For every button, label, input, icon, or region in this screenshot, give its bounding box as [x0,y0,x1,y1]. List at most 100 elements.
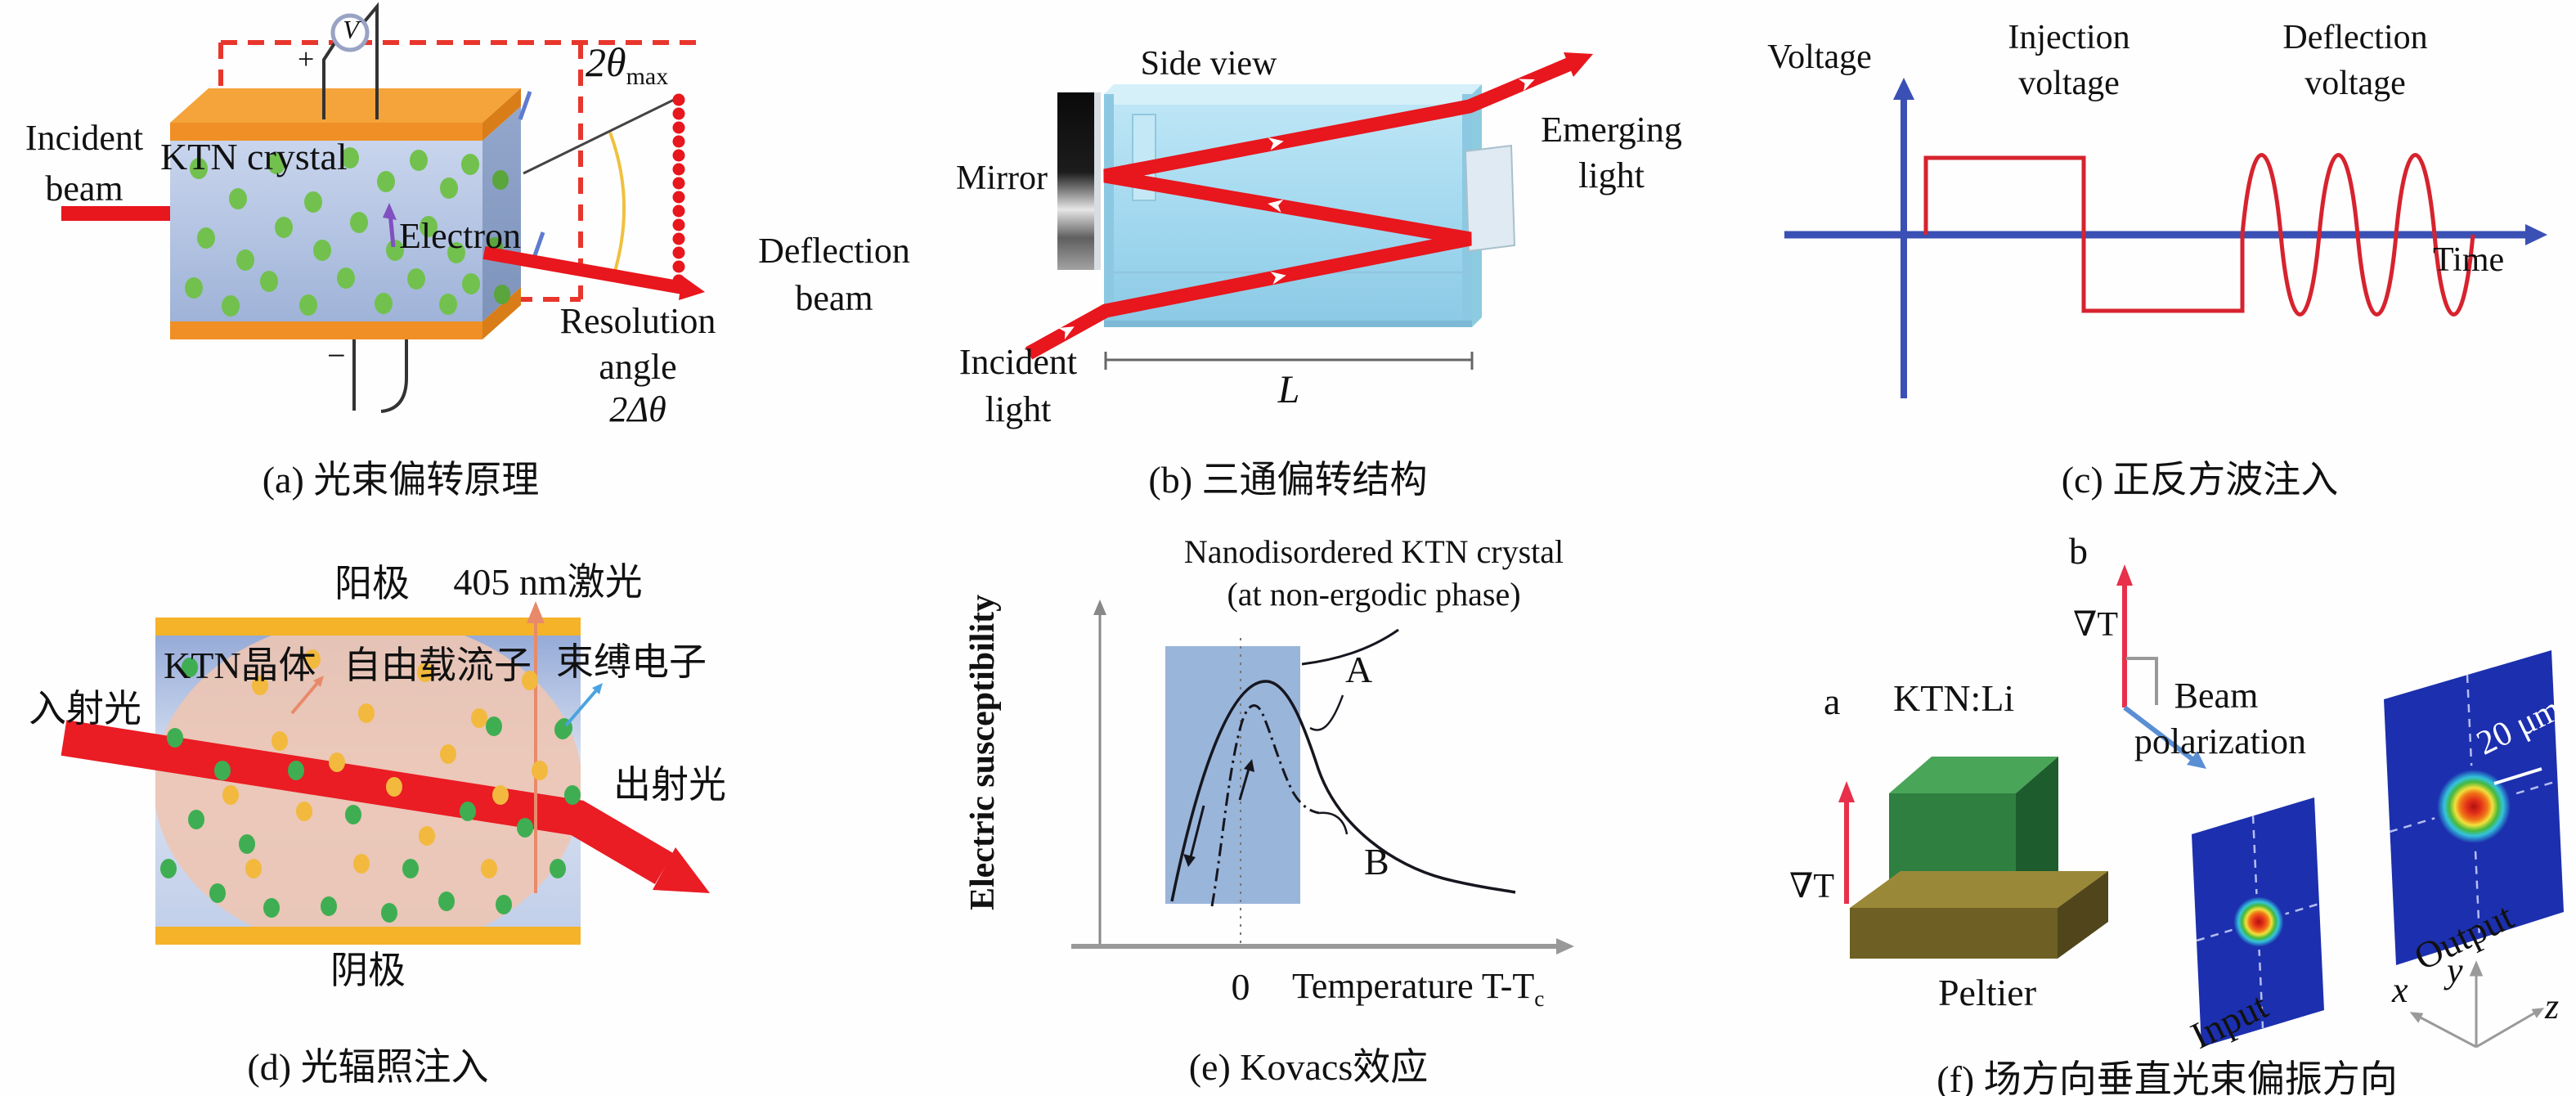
susceptibility-axis-label: Electric susceptibility [964,594,1002,911]
curve-a-solid [1170,680,1516,902]
ground-wires [352,339,408,413]
panel-a: Incident beam KTN crystal Electron V + −… [0,0,910,523]
resolution-angle-label-1: Resolution [559,301,716,341]
caption-d: (d) 光辐照注入 [247,1046,489,1088]
ktn-crystal-box [170,88,521,339]
label-b-connector [1318,811,1349,835]
grad-t-b-label: ∇T [2073,606,2118,644]
label-a-connector [1309,694,1344,731]
y-axis-label: y [2447,950,2463,990]
length-dimension [1104,352,1474,370]
ktn-crystal-cn-label: KTN晶体 [164,645,316,686]
plus-sign: + [298,43,315,75]
beam-polarization-label-2: polarization [2134,721,2307,761]
a-axis-gradient-arrow [1838,781,1855,904]
beam-polarization-arrow [2123,705,2206,769]
a-axis-label: a [1824,681,1841,722]
output-window-glass [1464,144,1516,253]
input-beam-profile [2192,797,2324,1047]
panel-c-graphics [1784,78,2547,398]
ktn-li-crystal [1889,757,2058,908]
incident-light-cn-label: 入射光 [29,688,141,730]
resolution-angle-value: 2Δθ [609,389,666,429]
temperature-axis-label: Temperature T-Tc [1292,966,1545,1011]
incident-beam-label-2: beam [45,168,123,209]
cathode-label: 阴极 [330,950,406,991]
non-ergodic-region [1165,646,1300,904]
emerging-light-cn-label: 出射光 [613,764,726,806]
output-beam-spot [2433,766,2515,847]
deflection-arc [608,132,626,277]
anode-label: 阳极 [334,563,410,604]
voltmeter-label: V [343,15,359,44]
panel-b: Side view Mirror Incident light Emerging… [900,0,1742,523]
caption-c: (c) 正反方波注入 [2061,459,2339,501]
incident-to-emerging-beam [61,720,710,893]
minus-sign: − [327,337,346,374]
kovacs-curves [1170,628,1516,907]
bound-electron-pointer-arrow [564,683,603,727]
incident-light-label-2: light [985,389,1052,429]
curve-b-dashdot [1210,704,1320,907]
cathode-electrode [155,927,581,945]
peltier-label: Peltier [1937,972,2037,1013]
point-b-label: B [1364,841,1389,883]
output-beam-profile [2384,650,2564,965]
free-carrier-pointer-arrow [290,676,324,715]
zero-tick-label: 0 [1231,966,1250,1008]
ktn-li-label: KTN:Li [1893,677,2015,719]
scale-bar [2493,767,2542,785]
injection-voltage-label-1: Injection [2008,19,2130,56]
uv-laser-label: 405 nm激光 [453,561,643,603]
cooling-arrow-line [1189,805,1205,858]
voltage-time-axes [1784,78,2547,398]
xyz-axes-gizmo [2409,960,2545,1049]
heating-arrowhead [1244,759,1254,772]
beam-direction-arrows [1058,79,1535,339]
caption-b: (b) 三通偏转结构 [1148,459,1428,501]
panel-b-graphics [1025,52,1593,370]
kovacs-title-line-1: Nanodisordered KTN crystal [1183,533,1564,570]
electron-label: Electron [399,216,522,256]
heating-arrow-line [1238,768,1250,801]
bound-electrons-label: 束缚电子 [556,641,707,683]
two-theta-max-label: 2θmax [586,39,669,90]
incident-beam-label-1: Incident [25,118,144,158]
deflection-spot-column [672,93,685,287]
deflection-voltage-label-2: voltage [2304,65,2406,102]
deflection-beam-label-2: beam [795,278,873,318]
emerging-light-label-1: Emerging [1541,110,1682,150]
voltage-axis-label: Voltage [1767,38,1872,76]
injection-voltage-label-2: voltage [2018,65,2120,102]
cooling-arrowhead [1183,854,1196,867]
deflection-voltage-label-1: Deflection [2282,19,2428,56]
electron-dots [185,147,510,317]
resolution-angle-label-2: angle [599,347,677,387]
max-deflection-ray [523,98,675,175]
uv-laser-arrow [527,601,545,893]
input-beam-spot [2231,894,2287,950]
title-pointer [1301,628,1399,666]
deflection-beam-arrow [482,246,705,300]
voltage-waveform [1923,153,2475,317]
panel-f: b ∇T a KTN:Li ∇T Beam polarization Pelti… [1758,523,2576,1096]
panel-d-graphics [61,601,710,945]
time-axis-label: Time [2433,241,2505,279]
mirror-label: Mirror [956,159,1048,197]
susceptibility-axes [1071,600,1574,955]
peltier-cooler [1850,871,2108,959]
free-carriers-label: 自由载流子 [343,645,532,686]
bound-electron-dots [160,658,581,923]
caption-f: (f) 场方向垂直光束偏振方向 [1936,1058,2398,1096]
beam-polarization-label-1: Beam [2174,676,2259,716]
three-pass-beam [1025,52,1593,360]
deflection-beam-label-1: Deflection [758,231,910,271]
panel-d: 阳极 405 nm激光 KTN晶体 自由载流子 束缚电子 入射光 出射光 阴极 … [0,523,940,1096]
anode-electrode [155,618,581,636]
x-axis-label: x [2392,970,2408,1010]
side-view-label: Side view [1140,45,1277,83]
kovacs-title-line-2: (at non-ergodic phase) [1227,576,1521,613]
length-label: L [1277,368,1300,411]
incident-beam [61,206,172,221]
